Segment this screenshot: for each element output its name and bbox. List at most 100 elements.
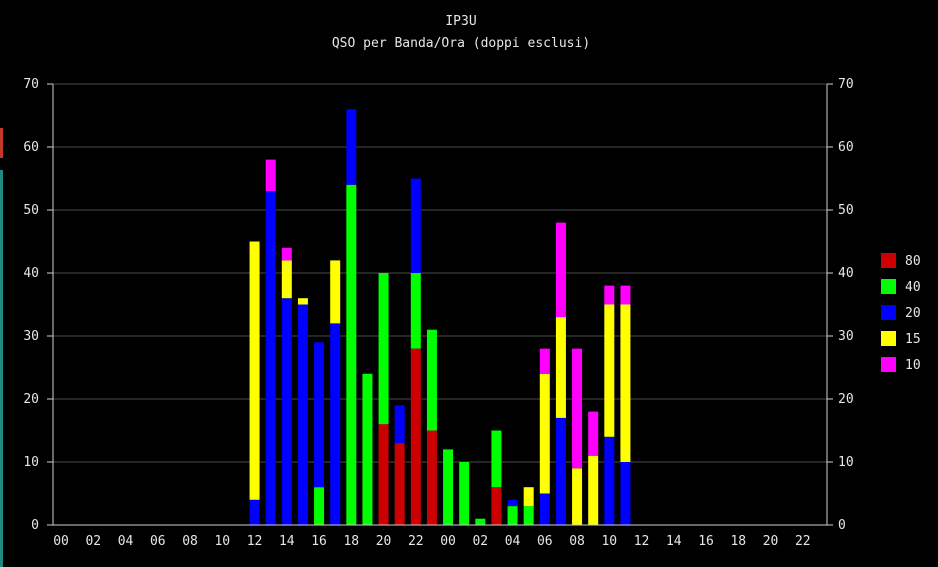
grid-lines [53,83,827,463]
bar-40-22 [410,273,421,349]
bar-40-23 [426,329,437,431]
bar-15-15 [297,298,308,305]
bar-40-29 [523,506,534,525]
bar-80-22 [410,348,421,525]
x-tick-label: 10 [601,534,617,549]
left-edge-teal-mark [0,170,3,567]
legend-label-40: 40 [905,280,921,295]
bar-10-14 [281,247,292,261]
bar-40-16 [314,487,325,525]
bar-20-18 [346,109,357,185]
y-tick-label-right: 70 [838,77,854,92]
y-tick-label-left: 10 [23,455,39,470]
y-tick-label-left: 30 [23,329,39,344]
x-tick-label: 12 [247,534,263,549]
legend-label-20: 20 [905,306,921,321]
bar-10-30 [539,348,550,374]
bar-40-24 [443,449,454,525]
y-tick-label-right: 40 [838,266,854,281]
bar-80-27 [491,487,502,525]
bar-40-18 [346,184,357,526]
legend: 80 40 20 15 10 [881,253,921,373]
bar-40-19 [362,373,373,525]
x-tick-label: 22 [408,534,424,549]
bar-15-33 [588,455,599,525]
legend-swatch-80 [881,253,896,268]
bars-group [249,109,631,526]
bar-20-16 [314,342,325,488]
bar-80-21 [394,443,405,525]
bar-40-25 [459,462,470,525]
y-tick-label-left: 50 [23,203,39,218]
x-tick-label: 02 [472,534,488,549]
bar-20-17 [330,323,341,525]
bar-80-20 [378,424,389,525]
x-tick-label: 04 [505,534,521,549]
y-tick-label-left: 40 [23,266,39,281]
bar-10-31 [555,222,566,318]
legend-label-80: 80 [905,254,921,269]
x-tick-label: 04 [118,534,134,549]
bar-20-21 [394,405,405,444]
legend-swatch-20 [881,305,896,320]
bar-15-17 [330,260,341,324]
bar-15-34 [604,304,615,437]
x-tick-label: 10 [214,534,230,549]
bar-15-30 [539,373,550,494]
legend-swatch-10 [881,357,896,372]
y-tick-label-right: 10 [838,455,854,470]
bar-40-28 [507,506,518,525]
bar-10-32 [572,348,583,469]
chart-subtitle: QSO per Banda/Ora (doppi esclusi) [332,36,590,51]
bar-80-23 [426,430,437,525]
y-tick-label-left: 70 [23,77,39,92]
bar-20-34 [604,436,615,525]
x-tick-label: 20 [763,534,779,549]
y-tick-label-right: 0 [838,518,846,533]
x-tick-label: 08 [569,534,585,549]
x-tick-label: 06 [537,534,553,549]
x-tick-label: 12 [634,534,650,549]
bar-20-30 [539,493,550,525]
y-tick-label-right: 20 [838,392,854,407]
bar-10-33 [588,411,599,456]
legend-label-10: 10 [905,358,921,373]
x-tick-label: 18 [343,534,359,549]
x-tick-label: 16 [698,534,714,549]
x-tick-label: 14 [279,534,295,549]
x-tick-label: 02 [85,534,101,549]
bar-15-32 [572,468,583,525]
left-edge-red-mark [0,128,3,158]
bar-20-28 [507,499,518,507]
bar-10-13 [265,159,276,192]
legend-label-15: 15 [905,332,921,347]
x-tick-label: 22 [795,534,811,549]
x-tick-label: 00 [440,534,456,549]
x-tick-label: 00 [53,534,69,549]
y-tick-label-right: 50 [838,203,854,218]
bar-15-35 [620,304,631,462]
bar-40-26 [475,518,486,525]
bar-10-34 [604,285,615,305]
bar-20-35 [620,462,631,525]
bar-20-22 [410,178,421,273]
bar-20-12 [249,499,260,525]
bar-15-12 [249,241,260,500]
bar-15-29 [523,487,534,507]
x-tick-label: 06 [150,534,166,549]
bar-20-15 [297,304,308,525]
bar-40-20 [378,273,389,425]
bar-15-31 [555,317,566,418]
y-tick-label-left: 0 [31,518,39,533]
bar-20-14 [281,298,292,525]
y-tick-label-left: 60 [23,140,39,155]
bar-15-14 [281,260,292,299]
bar-40-27 [491,430,502,488]
y-tick-label-right: 30 [838,329,854,344]
bar-10-35 [620,285,631,305]
x-tick-label: 14 [666,534,682,549]
x-tick-label: 18 [730,534,746,549]
x-tick-label: 20 [376,534,392,549]
bar-20-13 [265,191,276,525]
